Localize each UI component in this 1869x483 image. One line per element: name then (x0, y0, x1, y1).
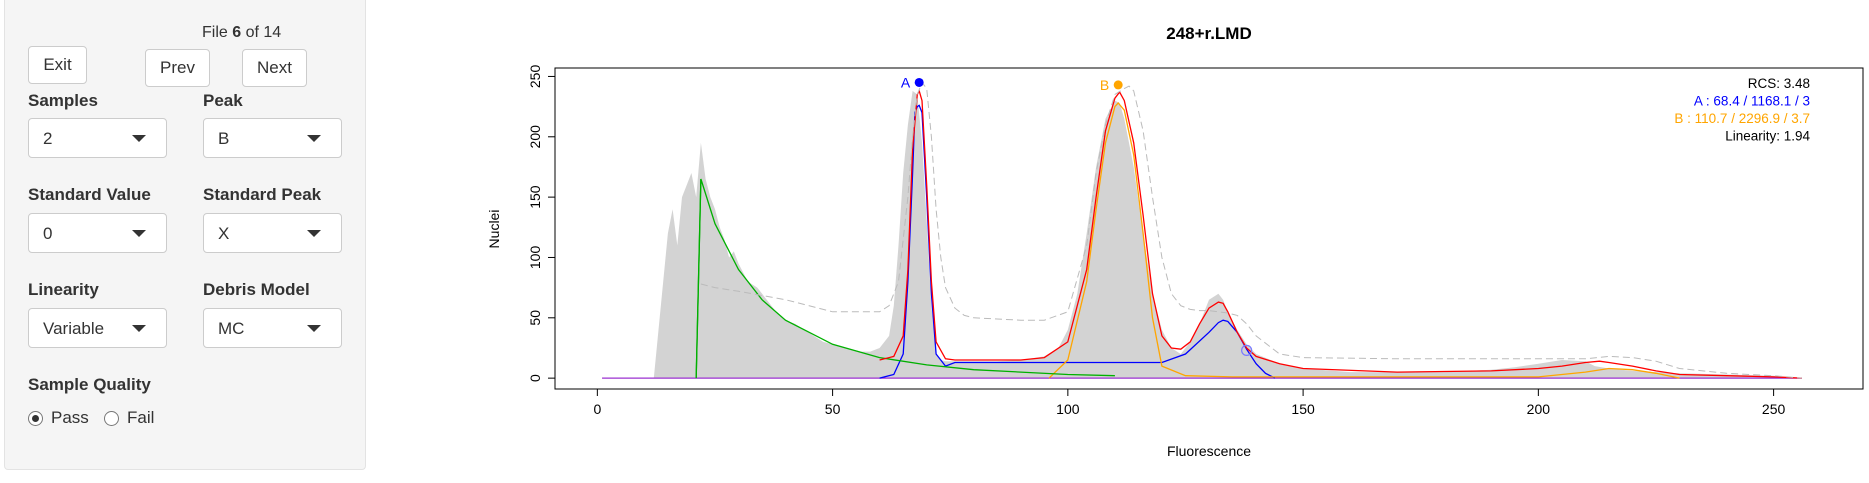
stats-label: A : (1694, 94, 1714, 109)
stats-line-0: RCS: 3.48 (1748, 76, 1810, 91)
series-line-dashed-fit (700, 81, 1802, 379)
debris-start-line (695, 179, 702, 379)
peak-marker-A (914, 77, 924, 87)
next-button[interactable]: Next (242, 49, 307, 87)
stats-label: Linearity: (1725, 129, 1784, 144)
stats-label: B : (1674, 111, 1694, 126)
linearity-value: Variable (43, 319, 105, 338)
stats-value: 3.48 (1784, 76, 1810, 91)
x-axis-label: Fluorescence (1167, 443, 1251, 459)
chevron-down-icon (307, 230, 321, 237)
file-total: of 14 (245, 24, 282, 41)
stats-value: 68.4 / 1168.1 / 3 (1713, 94, 1810, 109)
sample-quality-label: Sample Quality (28, 375, 151, 394)
standard-peak-value: X (218, 224, 230, 243)
debris-model-select[interactable]: MC (203, 308, 342, 348)
fail-radio[interactable]: Fail (104, 408, 154, 428)
pass-radio-label: Pass (51, 408, 89, 427)
prev-button[interactable]: Prev (145, 49, 210, 87)
x-tick-label: 150 (1291, 401, 1315, 417)
peak-label: Peak (203, 91, 243, 110)
y-tick-label: 200 (527, 125, 543, 149)
samples-value: 2 (43, 129, 53, 148)
debris-model-label: Debris Model (203, 280, 310, 299)
chevron-down-icon (132, 135, 146, 142)
chart-title: 248+r.LMD (1166, 24, 1252, 43)
standard-peak-label: Standard Peak (203, 185, 322, 204)
radio-checked-icon (28, 410, 43, 426)
peak-label-A: A (901, 74, 911, 90)
peak-value: B (218, 129, 230, 148)
file-prefix: File (202, 24, 228, 41)
standard-peak-select[interactable]: X (203, 213, 342, 253)
y-tick-label: 50 (527, 310, 543, 326)
debris-model-value: MC (218, 319, 245, 338)
stats-line-1: A : 68.4 / 1168.1 / 3 (1694, 94, 1810, 109)
y-tick-label: 250 (527, 65, 543, 89)
chevron-down-icon (307, 135, 321, 142)
stats-value: 1.94 (1784, 129, 1811, 144)
standard-value-label: Standard Value (28, 185, 151, 204)
standard-marker (1241, 344, 1253, 356)
chevron-down-icon (132, 230, 146, 237)
x-tick-label: 0 (593, 401, 601, 417)
series-line-B (1048, 102, 1680, 379)
standard-value-select[interactable]: 0 (28, 213, 167, 253)
series-line-A (879, 104, 1276, 379)
x-tick-label: 100 (1056, 401, 1080, 417)
histogram-area (653, 90, 1802, 379)
stats-value: 110.7 / 2296.9 / 3.7 (1695, 111, 1810, 126)
y-axis-label: Nuclei (486, 210, 502, 249)
y-tick-label: 150 (527, 185, 543, 209)
samples-select[interactable]: 2 (28, 118, 167, 158)
linearity-label: Linearity (28, 280, 99, 299)
file-index: 6 (232, 24, 242, 41)
x-tick-label: 50 (825, 401, 841, 417)
peak-select[interactable]: B (203, 118, 342, 158)
radio-unchecked-icon (104, 410, 119, 426)
y-tick-label: 100 (527, 246, 543, 270)
x-tick-label: 250 (1762, 401, 1786, 417)
file-counter: File 6 of 14 (202, 24, 281, 42)
chevron-down-icon (132, 325, 146, 332)
linearity-select[interactable]: Variable (28, 308, 167, 348)
series-line-fit (879, 89, 1802, 379)
peak-label-B: B (1100, 77, 1109, 93)
x-tick-label: 200 (1527, 401, 1551, 417)
stats-line-3: Linearity: 1.94 (1725, 129, 1810, 144)
plot-frame (554, 67, 1864, 390)
fail-radio-label: Fail (127, 408, 155, 427)
stats-label: RCS: (1748, 76, 1784, 91)
series-line-debris (695, 178, 1115, 379)
samples-label: Samples (28, 91, 98, 110)
peak-marker-B (1113, 80, 1123, 90)
standard-value-value: 0 (43, 224, 53, 243)
chevron-down-icon (307, 325, 321, 332)
pass-radio[interactable]: Pass (28, 408, 89, 428)
stats-line-2: B : 110.7 / 2296.9 / 3.7 (1674, 111, 1810, 126)
y-tick-label: 0 (527, 374, 543, 382)
exit-button[interactable]: Exit (28, 46, 87, 84)
